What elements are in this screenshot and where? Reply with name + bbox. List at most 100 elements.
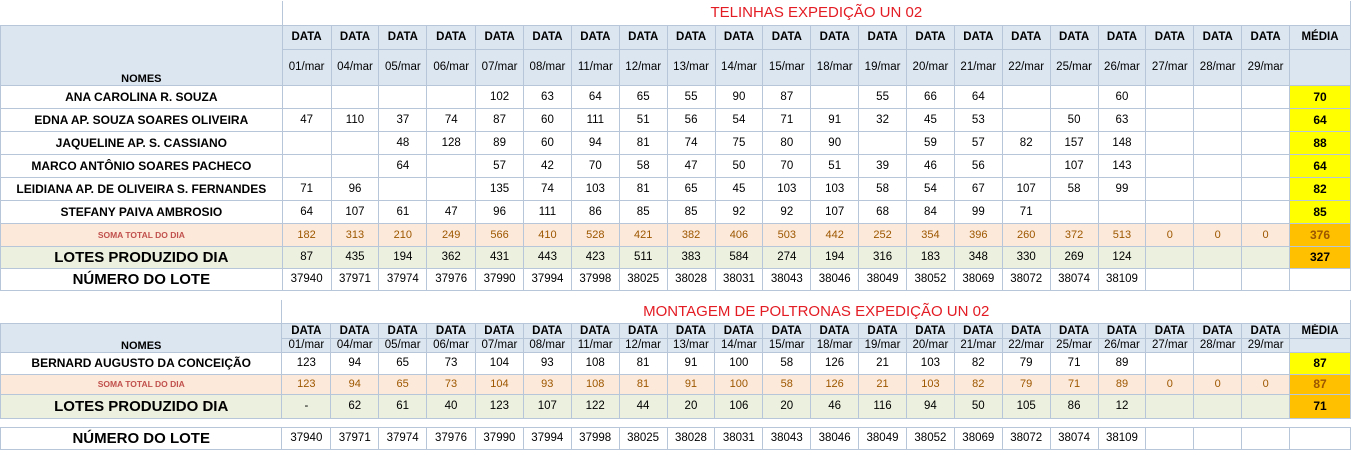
- date-header-cell[interactable]: DATA: [522, 322, 572, 339]
- soma-cell[interactable]: 89: [1097, 373, 1147, 395]
- value-cell[interactable]: [1241, 130, 1291, 155]
- lotes-cell[interactable]: 443: [523, 245, 572, 269]
- lotes-cell[interactable]: -: [281, 393, 332, 419]
- value-cell[interactable]: 111: [570, 107, 620, 132]
- soma-cell[interactable]: 104: [474, 373, 524, 395]
- lotes-cell[interactable]: 423: [570, 245, 620, 269]
- value-cell[interactable]: 108: [570, 351, 620, 375]
- nomes-label[interactable]: NOMES: [0, 24, 283, 86]
- date-header-cell[interactable]: DATA: [426, 322, 476, 339]
- lotes-label[interactable]: LOTES PRODUZIDO DIA: [0, 393, 283, 419]
- value-cell[interactable]: 71: [1049, 351, 1099, 375]
- lotes-cell[interactable]: 116: [858, 393, 907, 419]
- soma-cell[interactable]: 21: [858, 373, 907, 395]
- value-cell[interactable]: 58: [1049, 176, 1099, 201]
- lotes-cell[interactable]: 106: [714, 393, 764, 419]
- numero-cell[interactable]: 37994: [522, 426, 572, 450]
- numero-cell[interactable]: 38031: [714, 267, 764, 291]
- value-cell[interactable]: 47: [666, 153, 716, 178]
- numero-cell[interactable]: 37974: [378, 426, 428, 450]
- numero-cell[interactable]: 37940: [281, 267, 332, 291]
- value-cell[interactable]: 100: [714, 351, 764, 375]
- lotes-label[interactable]: LOTES PRODUZIDO DIA: [0, 245, 283, 269]
- value-cell[interactable]: 107: [810, 199, 860, 224]
- date-header-cell[interactable]: DATA: [666, 24, 716, 50]
- value-cell[interactable]: [1001, 107, 1051, 132]
- date-cell[interactable]: 12/mar: [618, 337, 668, 353]
- date-cell[interactable]: 22/mar: [1001, 337, 1051, 353]
- date-header-cell[interactable]: DATA: [953, 24, 1003, 50]
- date-header-cell[interactable]: DATA: [618, 322, 668, 339]
- media-header[interactable]: MÉDIA: [1289, 24, 1351, 50]
- value-cell[interactable]: 128: [426, 130, 477, 155]
- date-header-cell[interactable]: DATA: [1049, 24, 1099, 50]
- value-cell[interactable]: 54: [714, 107, 764, 132]
- soma-label[interactable]: SOMA TOTAL DO DIA: [0, 222, 283, 247]
- soma-cell[interactable]: 503: [762, 222, 812, 247]
- lotes-cell[interactable]: 40: [426, 393, 476, 419]
- value-cell[interactable]: [378, 84, 428, 109]
- value-cell[interactable]: 50: [1049, 107, 1099, 132]
- date-header-cell[interactable]: DATA: [666, 322, 716, 339]
- value-cell[interactable]: 103: [810, 176, 860, 201]
- numero-cell[interactable]: 38025: [618, 267, 668, 291]
- value-cell[interactable]: [378, 176, 428, 201]
- date-cell[interactable]: 21/mar: [953, 48, 1003, 86]
- lotes-cell[interactable]: 269: [1049, 245, 1099, 269]
- value-cell[interactable]: 107: [330, 199, 380, 224]
- value-cell[interactable]: 107: [1049, 153, 1099, 178]
- lotes-cell[interactable]: 122: [570, 393, 620, 419]
- soma-cell[interactable]: 566: [475, 222, 525, 247]
- soma-cell[interactable]: 73: [426, 373, 476, 395]
- soma-cell[interactable]: 58: [762, 373, 812, 395]
- value-cell[interactable]: 32: [858, 107, 908, 132]
- value-cell[interactable]: 74: [666, 130, 716, 155]
- value-cell[interactable]: [281, 130, 332, 155]
- value-cell[interactable]: 81: [618, 130, 668, 155]
- value-cell[interactable]: [426, 176, 477, 201]
- numero-media-blank[interactable]: [1289, 426, 1351, 450]
- value-cell[interactable]: 103: [570, 176, 620, 201]
- date-header-cell[interactable]: DATA: [810, 24, 860, 50]
- worker-name[interactable]: STEFANY PAIVA AMBROSIO: [0, 199, 283, 224]
- value-cell[interactable]: 68: [858, 199, 908, 224]
- value-cell[interactable]: 58: [618, 153, 668, 178]
- lotes-cell[interactable]: 362: [426, 245, 477, 269]
- date-cell[interactable]: 08/mar: [523, 48, 572, 86]
- value-cell[interactable]: 74: [523, 176, 572, 201]
- value-cell[interactable]: 65: [378, 351, 428, 375]
- numero-cell[interactable]: [1193, 267, 1243, 291]
- value-cell[interactable]: 87: [762, 84, 812, 109]
- value-cell[interactable]: 63: [1097, 107, 1147, 132]
- lotes-cell[interactable]: 194: [378, 245, 428, 269]
- date-header-cell[interactable]: DATA: [1193, 24, 1243, 50]
- value-cell[interactable]: 58: [858, 176, 908, 201]
- date-cell[interactable]: 29/mar: [1241, 48, 1291, 86]
- worker-name[interactable]: BERNARD AUGUSTO DA CONCEIÇÃO: [0, 351, 283, 375]
- value-cell[interactable]: 104: [474, 351, 524, 375]
- value-cell[interactable]: 51: [618, 107, 668, 132]
- numero-cell[interactable]: 38109: [1097, 267, 1147, 291]
- value-cell[interactable]: [1049, 199, 1099, 224]
- date-header-cell[interactable]: DATA: [810, 322, 860, 339]
- date-cell[interactable]: 19/mar: [858, 48, 908, 86]
- date-header-cell[interactable]: DATA: [618, 24, 668, 50]
- date-cell[interactable]: 15/mar: [762, 48, 812, 86]
- numero-label[interactable]: NÚMERO DO LOTE: [0, 426, 283, 450]
- value-cell[interactable]: 60: [523, 107, 572, 132]
- date-cell[interactable]: 04/mar: [330, 48, 380, 86]
- media-blank[interactable]: [1289, 48, 1351, 86]
- date-header-cell[interactable]: DATA: [858, 322, 907, 339]
- value-cell[interactable]: 60: [523, 130, 572, 155]
- date-cell[interactable]: 06/mar: [426, 48, 477, 86]
- value-cell[interactable]: [1145, 176, 1195, 201]
- lotes-cell[interactable]: 511: [618, 245, 668, 269]
- numero-cell[interactable]: 38043: [762, 426, 812, 450]
- media-cell[interactable]: 64: [1289, 153, 1351, 178]
- value-cell[interactable]: 81: [618, 351, 668, 375]
- date-header-cell[interactable]: DATA: [762, 322, 812, 339]
- lotes-cell[interactable]: 383: [666, 245, 716, 269]
- value-cell[interactable]: 61: [378, 199, 428, 224]
- date-cell[interactable]: 18/mar: [810, 337, 860, 353]
- value-cell[interactable]: 102: [475, 84, 525, 109]
